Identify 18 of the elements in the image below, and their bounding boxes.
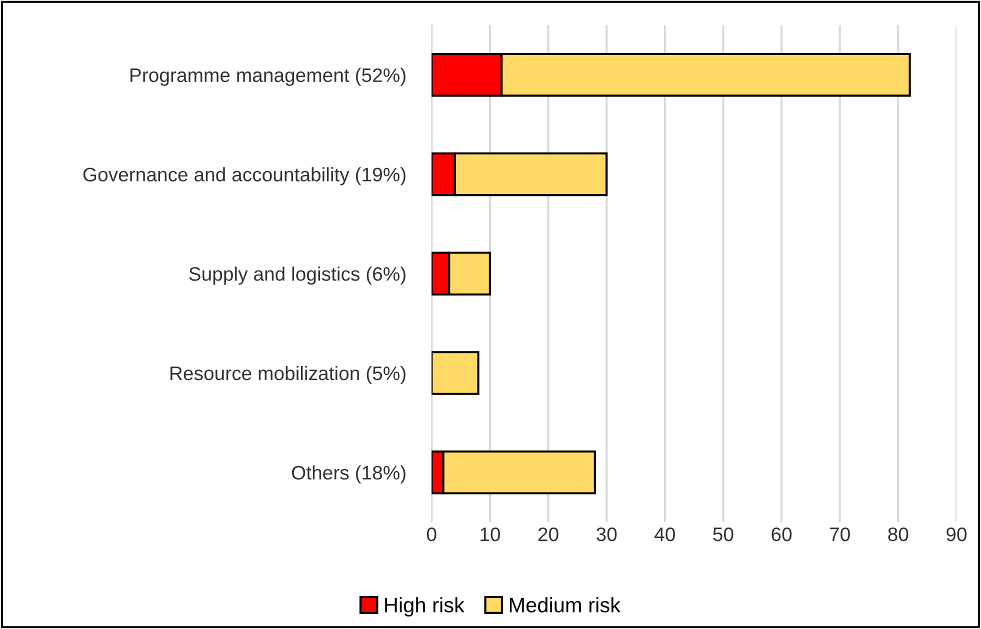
y-tick-label: Governance and accountability (19%) [83, 167, 406, 186]
legend-label: Medium risk [510, 597, 621, 612]
bar [432, 351, 480, 395]
y-tick-label: Programme management (52%) [130, 68, 406, 86]
x-tick-label: 80 [888, 527, 908, 542]
x-tick-label: 30 [596, 527, 617, 542]
x-tick-label: 0 [426, 527, 436, 542]
x-tick-label: 20 [538, 527, 558, 542]
x-tick-label: 40 [654, 527, 675, 542]
x-tick-label: 50 [713, 527, 734, 542]
legend-label: High risk [385, 597, 464, 617]
x-tick-label: 10 [480, 527, 500, 542]
y-tick-label: Others (18%) [292, 465, 406, 484]
y-tick-label: Resource mobilization (5%) [170, 366, 406, 384]
x-tick-label: 90 [946, 527, 967, 542]
x-tick-label: 70 [830, 527, 850, 542]
y-tick-label: Supply and logistics (6%) [189, 266, 406, 285]
x-tick-label: 60 [772, 527, 792, 542]
